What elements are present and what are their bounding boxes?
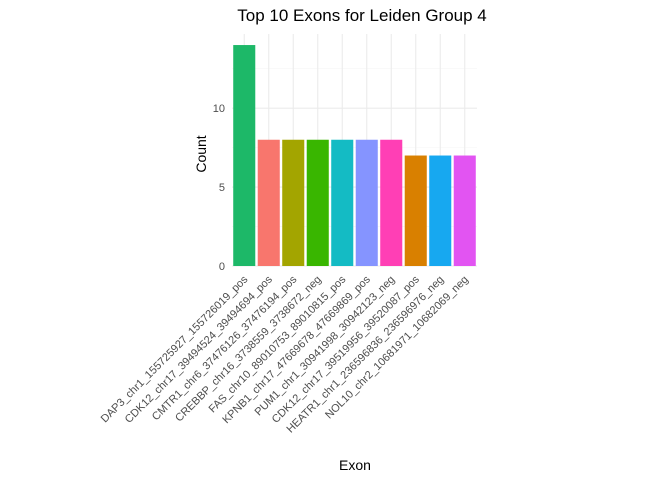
bar-2 — [258, 140, 280, 266]
bar-9 — [429, 156, 451, 266]
chart-title: Top 10 Exons for Leiden Group 4 — [237, 6, 487, 25]
y-tick-label: 5 — [219, 182, 225, 194]
bar-1 — [233, 45, 255, 266]
bar-7 — [380, 140, 402, 266]
bar-5 — [331, 140, 353, 266]
bar-8 — [405, 156, 427, 266]
y-tick-label: 0 — [219, 261, 225, 273]
x-axis-ticks: DAP3_chr1_155725927_155726019_posCDK12_c… — [99, 273, 471, 435]
x-axis-title: Exon — [339, 457, 371, 473]
bars — [233, 45, 476, 266]
y-axis-ticks: 0 5 10 — [213, 103, 225, 273]
y-tick-label: 10 — [213, 103, 225, 115]
bar-6 — [356, 140, 378, 266]
bar-4 — [307, 140, 329, 266]
bar-3 — [282, 140, 304, 266]
y-axis-title: Count — [193, 135, 209, 172]
bar-10 — [454, 156, 476, 266]
